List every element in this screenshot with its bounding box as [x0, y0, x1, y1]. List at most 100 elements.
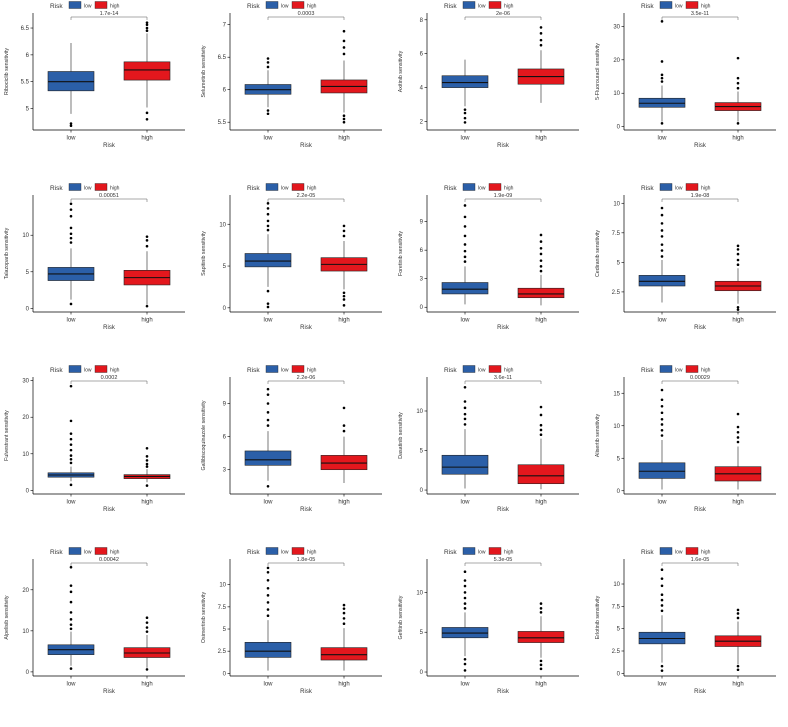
outlier-point	[342, 39, 346, 43]
outlier-point	[660, 417, 664, 421]
y-tick-label: 0	[617, 125, 621, 131]
outlier-point	[660, 213, 664, 217]
outlier-point	[266, 224, 270, 228]
legend-key-high	[291, 1, 305, 9]
x-axis-title: Risk	[497, 325, 510, 331]
outlier-point	[69, 226, 73, 230]
legend-label-low: low	[478, 550, 486, 556]
y-tick-label: 10	[416, 409, 423, 415]
outlier-point	[145, 26, 149, 30]
significance-bracket	[267, 562, 345, 566]
boxplot-panel: Risk low high 0 10 20 30 Fulvestrant sensitivit…	[4, 365, 185, 513]
outlier-point	[266, 566, 270, 570]
y-tick-label: 8	[420, 18, 424, 24]
legend-title: Risk	[50, 549, 63, 556]
outlier-point	[736, 76, 740, 80]
outlier-point	[660, 404, 664, 408]
outlier-point	[342, 298, 346, 301]
y-tick-label: 0	[26, 488, 30, 494]
outlier-point	[145, 621, 149, 624]
x-tick-label: high	[535, 318, 546, 324]
outlier-point	[145, 616, 149, 620]
y-tick-label: 5	[223, 264, 227, 270]
outlier-point	[539, 405, 543, 409]
outlier-point	[736, 308, 740, 311]
p-value-label: 0.00029	[690, 375, 710, 381]
outlier-point	[266, 109, 270, 112]
outlier-point	[463, 602, 467, 605]
outlier-point	[736, 425, 740, 429]
outlier-point	[463, 215, 467, 219]
outlier-point	[539, 667, 543, 671]
outlier-point	[736, 81, 740, 85]
significance-bracket	[464, 198, 542, 202]
outlier-point	[660, 20, 664, 23]
outlier-point	[463, 234, 467, 238]
y-axis-title: Osimertinib sensitivity	[201, 592, 207, 644]
legend-label-low: low	[281, 368, 289, 374]
outlier-point	[266, 289, 270, 293]
legend-key-low	[462, 365, 476, 373]
outlier-point	[266, 228, 270, 232]
legend-title: Risk	[444, 549, 457, 556]
outlier-point	[145, 465, 149, 468]
legend-label-low: low	[675, 550, 683, 556]
p-value-label: 2.2e-05	[297, 193, 316, 199]
y-tick-label: 5.5	[21, 80, 30, 86]
legend-label-high: high	[701, 4, 711, 10]
legend-title: Risk	[641, 3, 654, 10]
legend-title: Risk	[444, 367, 457, 374]
legend-key-low	[659, 365, 673, 373]
outlier-point	[463, 385, 467, 389]
x-tick-label: low	[66, 682, 76, 688]
outlier-point	[342, 424, 346, 427]
outlier-point	[736, 440, 740, 444]
significance-bracket	[661, 198, 739, 202]
y-tick-label: 0	[420, 670, 424, 676]
outlier-point	[463, 412, 467, 416]
outlier-point	[660, 423, 664, 426]
x-tick-label: high	[535, 682, 546, 688]
significance-bracket	[70, 198, 148, 202]
legend-key-low	[659, 547, 673, 555]
legend-label-low: low	[478, 368, 486, 374]
x-tick-label: high	[535, 500, 546, 506]
significance-bracket	[464, 380, 542, 384]
y-tick-label: 0	[223, 306, 227, 312]
legend-label-low: low	[84, 368, 92, 374]
outlier-point	[463, 225, 467, 228]
y-tick-label: 3	[223, 468, 227, 474]
significance-bracket	[661, 380, 739, 384]
outlier-point	[539, 428, 543, 432]
y-tick-label: 6	[420, 248, 424, 254]
outlier-point	[342, 611, 346, 615]
x-tick-label: low	[460, 318, 470, 324]
legend-title: Risk	[247, 367, 260, 374]
outlier-point	[736, 664, 740, 668]
outlier-point	[145, 235, 149, 238]
y-tick-label: 5	[617, 456, 621, 462]
legend-key-high	[685, 1, 699, 9]
legend-label-high: high	[701, 550, 711, 556]
outlier-point	[736, 608, 740, 612]
outlier-point	[69, 600, 73, 604]
y-axis-title: Fulvestrant sensitivity	[4, 410, 10, 461]
outlier-point	[342, 224, 346, 228]
y-tick-label: 10	[613, 91, 620, 97]
outlier-point	[660, 249, 664, 252]
legend-key-low	[265, 1, 279, 9]
significance-bracket	[267, 380, 345, 384]
y-axis-title: Cediranib sensitivity	[595, 230, 601, 277]
y-tick-label: 0	[617, 489, 621, 495]
outlier-point	[69, 437, 73, 441]
outlier-point	[69, 302, 73, 306]
legend-label-high: high	[110, 4, 120, 10]
x-tick-label: high	[338, 318, 349, 324]
legend-key-low	[462, 183, 476, 191]
boxplot-panel: Risk low high 2.5 5 7.5 10 Cediranib sensitivit…	[595, 183, 776, 331]
outlier-point	[539, 32, 543, 35]
outlier-point	[660, 255, 664, 258]
outlier-point	[69, 623, 73, 626]
y-tick-label: 5	[223, 627, 227, 633]
